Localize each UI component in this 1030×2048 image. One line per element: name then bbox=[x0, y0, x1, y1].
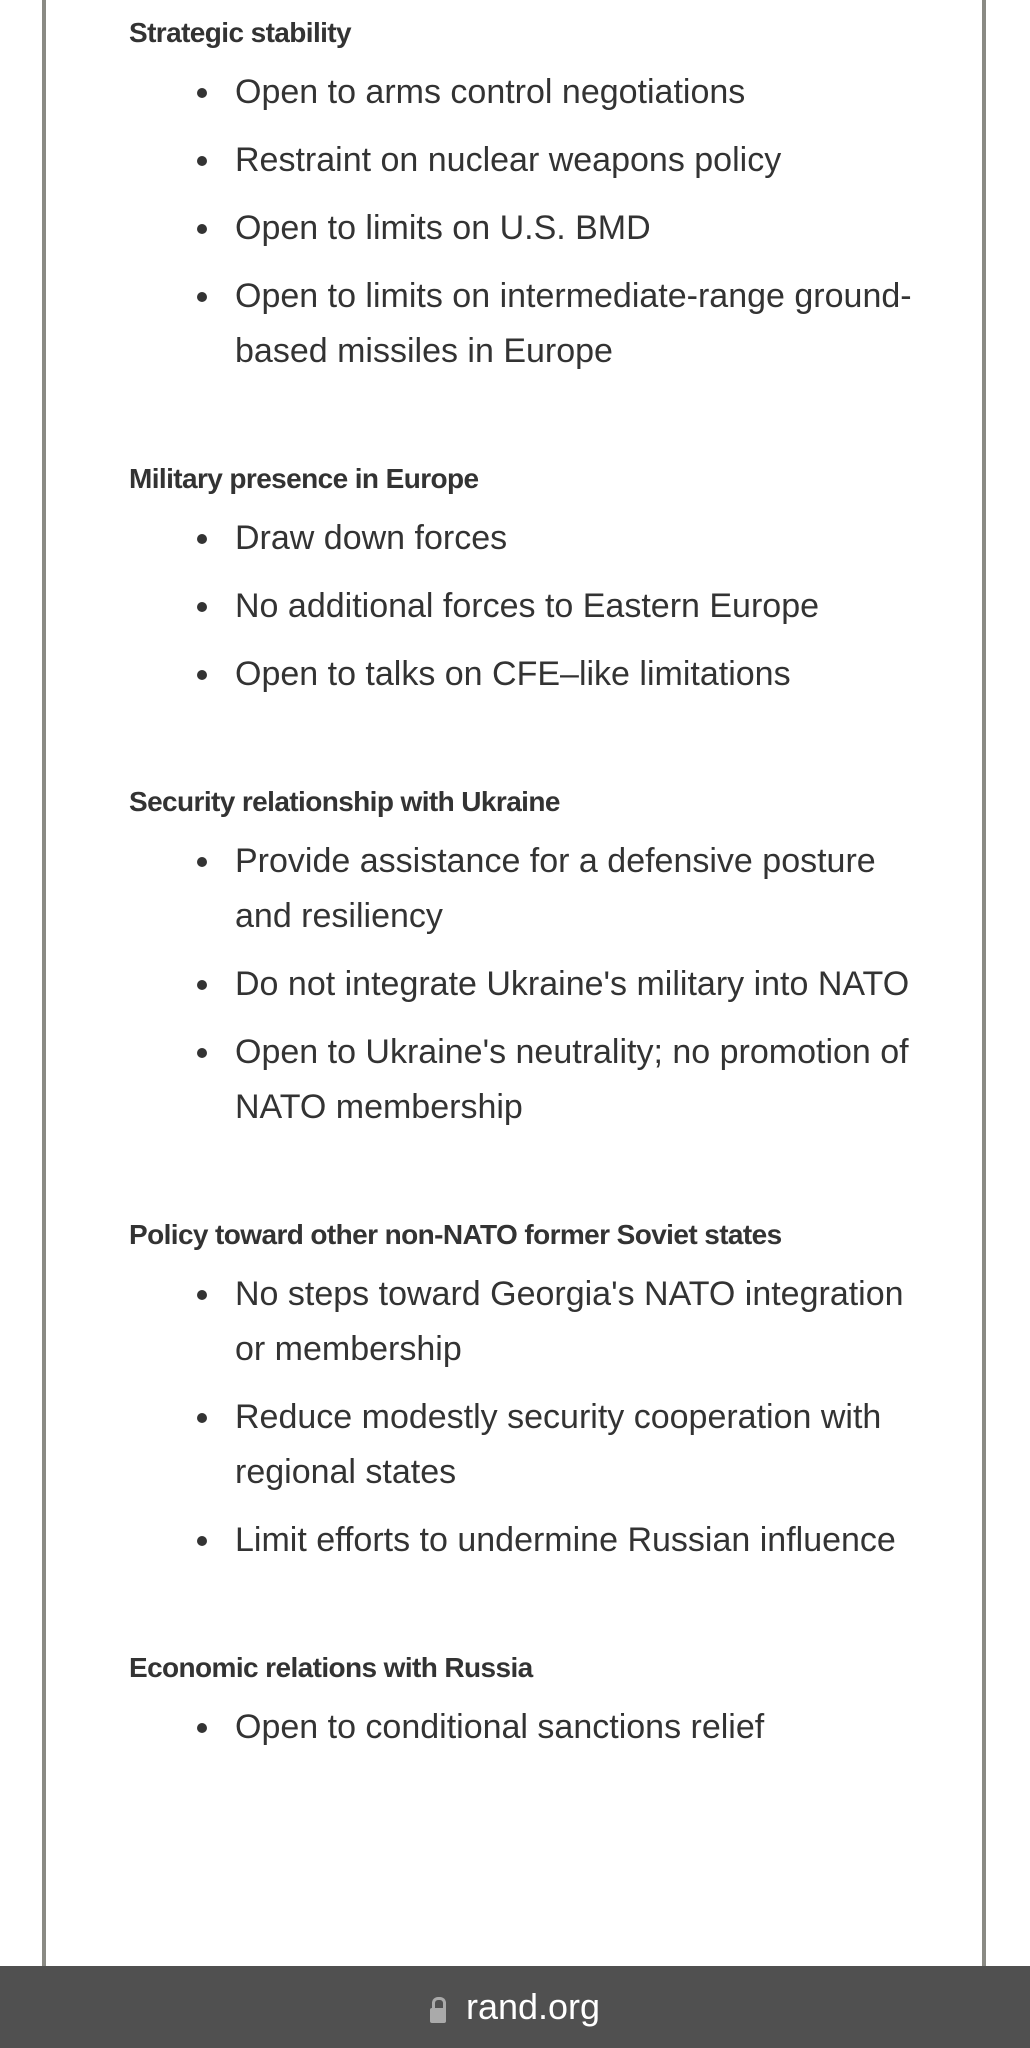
list-item: Draw down forces bbox=[197, 511, 929, 566]
list-item: Open to limits on U.S. BMD bbox=[197, 201, 929, 256]
policy-list: Strategic stability Open to arms control … bbox=[129, 12, 929, 1834]
lock-icon bbox=[429, 1997, 446, 2023]
browser-address-bar[interactable]: rand.org bbox=[0, 1966, 1030, 2048]
section-heading: Strategic stability bbox=[129, 17, 352, 48]
list-item: Open to limits on intermediate-range gro… bbox=[197, 269, 929, 379]
section-heading: Policy toward other non-NATO former Sovi… bbox=[129, 1219, 782, 1250]
list-item: No steps toward Georgia's NATO integrati… bbox=[197, 1267, 929, 1377]
list-item: Open to Ukraine's neutrality; no promoti… bbox=[197, 1025, 929, 1135]
section: Security relationship with Ukraine Provid… bbox=[129, 781, 929, 1135]
bullet-list: Open to conditional sanctions relief bbox=[129, 1700, 929, 1755]
bullet-list: Provide assistance for a defensive postu… bbox=[129, 834, 929, 1135]
list-item: Open to arms control negotiations bbox=[197, 65, 929, 120]
section-heading: Security relationship with Ukraine bbox=[129, 786, 560, 817]
bullet-list: Open to arms control negotiations Restrai… bbox=[129, 65, 929, 379]
section-heading: Military presence in Europe bbox=[129, 463, 479, 494]
list-item: Limit efforts to undermine Russian influ… bbox=[197, 1513, 929, 1568]
section: Economic relations with Russia Open to co… bbox=[129, 1647, 929, 1755]
list-item: Open to conditional sanctions relief bbox=[197, 1700, 929, 1755]
section: Policy toward other non-NATO former Sovi… bbox=[129, 1214, 929, 1568]
list-item: No additional forces to Eastern Europe bbox=[197, 579, 929, 634]
url-text: rand.org bbox=[465, 1986, 601, 2027]
list-item: Restraint on nuclear weapons policy bbox=[197, 133, 929, 188]
list-item: Do not integrate Ukraine's military into… bbox=[197, 957, 929, 1012]
section: Strategic stability Open to arms control … bbox=[129, 12, 929, 379]
section-heading: Economic relations with Russia bbox=[129, 1652, 533, 1683]
content-box-frame bbox=[42, 0, 986, 1966]
section: Military presence in Europe Draw down for… bbox=[129, 458, 929, 702]
bullet-list: No steps toward Georgia's NATO integrati… bbox=[129, 1267, 929, 1568]
bullet-list: Draw down forces No additional forces to … bbox=[129, 511, 929, 702]
list-item: Open to talks on CFE–like limitations bbox=[197, 647, 929, 702]
list-item: Provide assistance for a defensive postu… bbox=[197, 834, 929, 944]
list-item: Reduce modestly security cooperation wit… bbox=[197, 1390, 929, 1500]
